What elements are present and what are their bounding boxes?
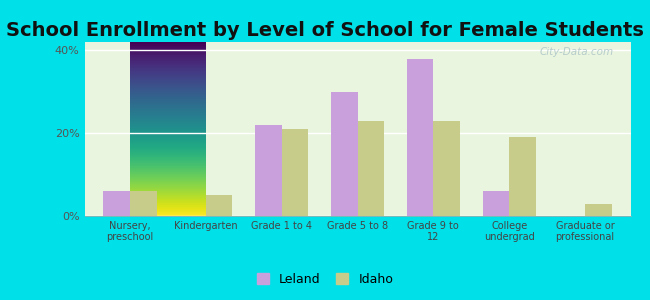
Bar [331, 92, 358, 216]
Bar [434, 121, 460, 216]
Legend: Leland, Idaho: Leland, Idaho [252, 268, 398, 291]
Bar [407, 58, 434, 216]
Bar [255, 125, 281, 216]
Bar [281, 129, 308, 216]
Bar [103, 191, 130, 216]
Bar [206, 195, 233, 216]
Bar [482, 191, 509, 216]
Bar [130, 191, 157, 216]
Bar [509, 137, 536, 216]
Text: School Enrollment by Level of School for Female Students: School Enrollment by Level of School for… [6, 21, 644, 40]
Text: City-Data.com: City-Data.com [540, 47, 614, 57]
Bar [585, 204, 612, 216]
Bar [358, 121, 384, 216]
